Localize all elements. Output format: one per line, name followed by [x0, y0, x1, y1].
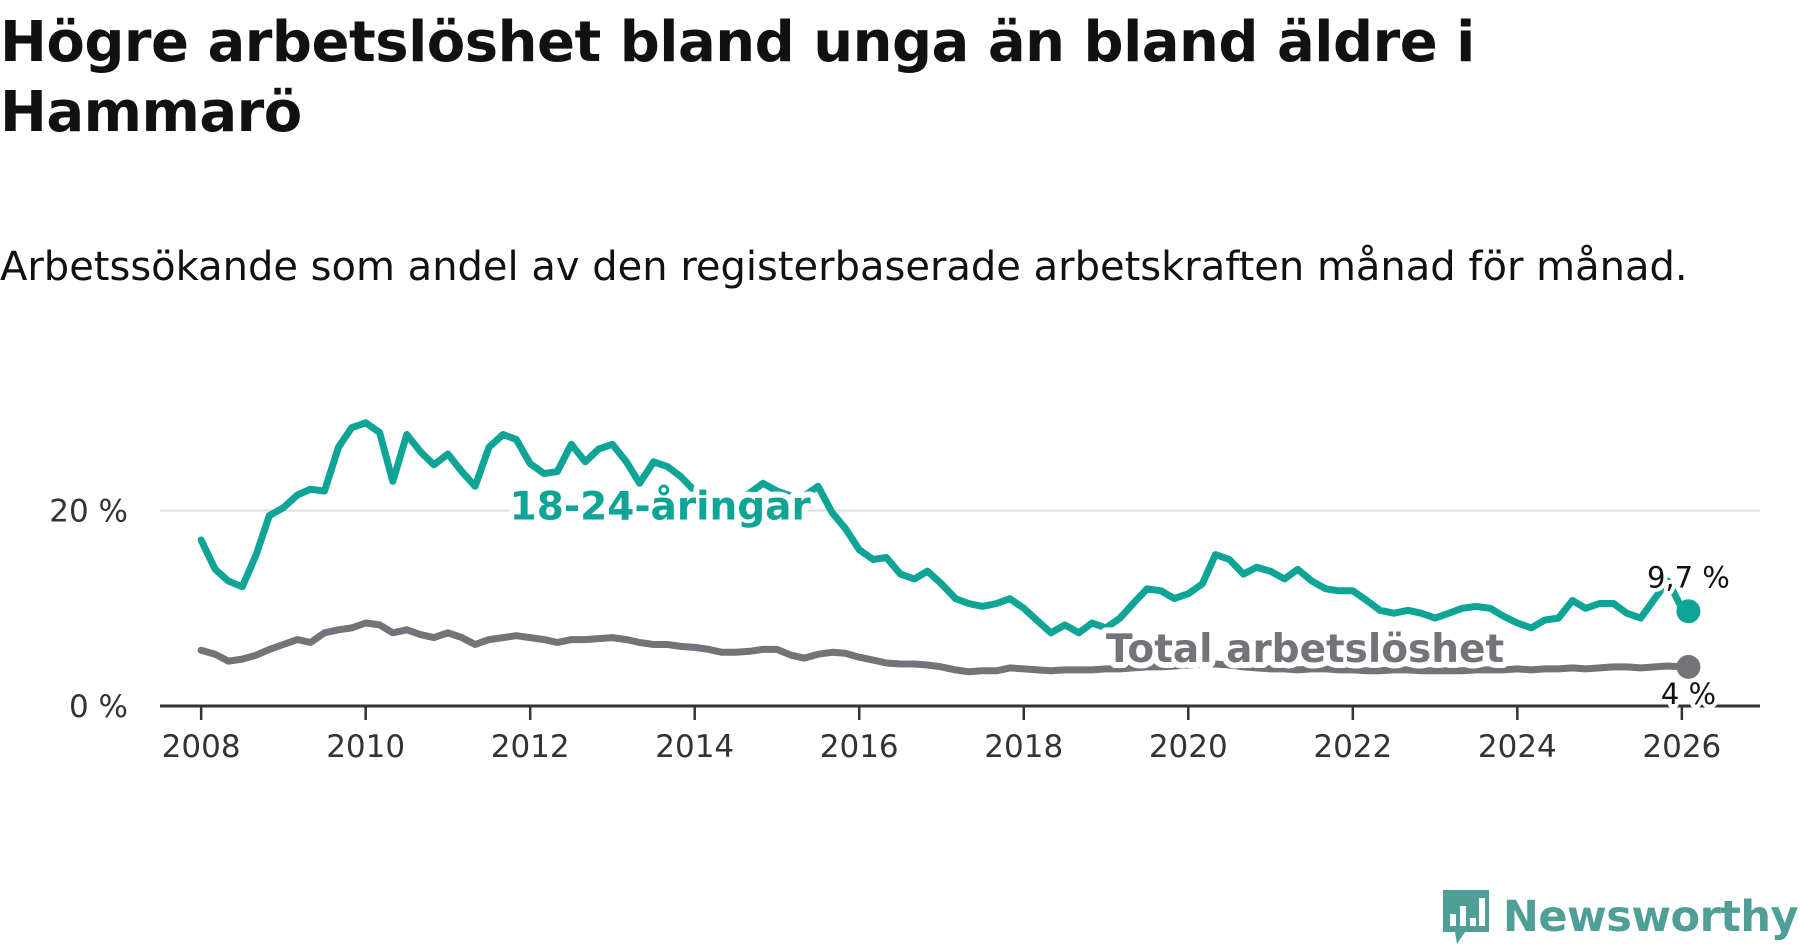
x-tick-label: 2008: [162, 729, 241, 765]
x-tick-label: 2014: [655, 729, 734, 765]
x-tick-label: 2016: [820, 729, 899, 765]
data-series: [197, 419, 1701, 679]
series-line-total: [197, 619, 1686, 676]
chart-title: Högre arbetslöshet bland unga än bland ä…: [0, 10, 1475, 145]
end-value-label-halo: 4 %: [1661, 677, 1716, 711]
series-label-total: Total arbetslöshet: [1106, 627, 1504, 672]
y-tick-label: 0 %: [69, 689, 128, 725]
series-label-halo: 18-24-åringar: [510, 484, 812, 529]
series-line-youth: [197, 419, 1686, 637]
end-value-label-halo: 9,7 %: [1647, 560, 1730, 594]
brand-name: Newsworthy: [1502, 892, 1799, 942]
series-label-youth: 18-24-åringar: [510, 484, 812, 529]
newsworthy-logo-icon: [1442, 890, 1489, 944]
line-chart: 0 % 20 % 2008 2010 2012 2014 2016 2018 2020 2022 2…: [49, 419, 1760, 765]
brand-logo: Newsworthy: [1441, 885, 1799, 949]
end-value-label-youth: 9,7 %: [1647, 560, 1730, 594]
x-tick-label: 2010: [326, 729, 405, 765]
x-tick-label: 2026: [1642, 729, 1721, 765]
series-end-point-total: [1676, 654, 1701, 679]
end-value-label-total: 4 %: [1661, 677, 1716, 711]
series-label-halo: Total arbetslöshet: [1106, 627, 1504, 672]
series-end-point-youth: [1676, 599, 1701, 624]
x-tick-label: 2012: [491, 729, 570, 765]
x-tick-label: 2022: [1313, 729, 1392, 765]
chart-subtitle: Arbetssökande som andel av den registerb…: [0, 244, 1688, 290]
y-tick-label: 20 %: [49, 494, 128, 530]
x-tick-label: 2020: [1149, 729, 1228, 765]
x-axis: 0 % 20 % 2008 2010 2012 2014 2016 2018 2020 2022 2…: [49, 494, 1760, 765]
x-tick-label: 2018: [984, 729, 1063, 765]
x-tick-label: 2024: [1478, 729, 1557, 765]
